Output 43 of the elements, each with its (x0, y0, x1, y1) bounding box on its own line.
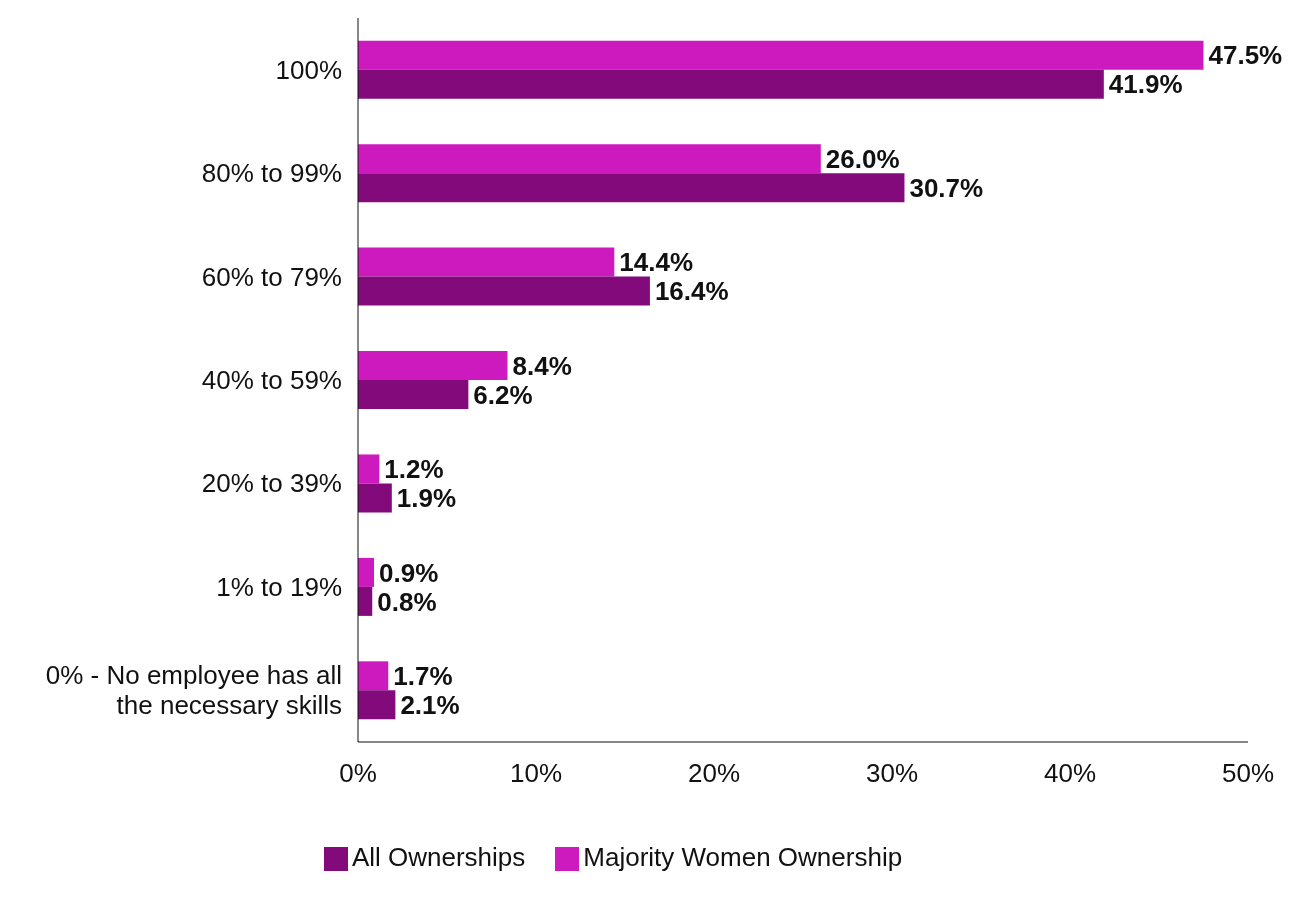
y-tick-label: 80% to 99% (201, 158, 342, 189)
y-tick-label: 60% to 79% (201, 261, 342, 292)
data-label: 16.4% (654, 276, 729, 307)
data-label: 8.4% (512, 350, 572, 381)
bar (358, 40, 1204, 70)
y-tick-label: 100% (275, 54, 342, 85)
y-tick-label: 0% - No employee has all the necessary skills (45, 660, 342, 721)
legend-label: Majority Women Ownership (583, 842, 903, 872)
y-tick-label: 40% to 59% (201, 365, 342, 395)
bar (358, 69, 1104, 99)
bar (358, 586, 373, 616)
data-label: 6.2% (473, 379, 533, 410)
bar (358, 173, 905, 203)
bar (358, 144, 821, 174)
bar (358, 454, 380, 484)
data-label: 41.9% (1108, 69, 1183, 100)
y-tick-label: 20% to 39% (201, 468, 342, 499)
x-tick-label: 40% (1043, 758, 1097, 789)
data-label: 47.5% (1208, 40, 1283, 71)
x-tick-label: 50% (1221, 758, 1275, 789)
x-tick-label: 30% (865, 758, 919, 789)
data-label: 0.8% (377, 586, 437, 617)
data-label: 1.9% (396, 483, 457, 514)
legend-label: All Ownerships (351, 842, 526, 872)
x-tick-label: 0% (339, 758, 377, 789)
bar (358, 483, 392, 513)
data-label: 30.7% (909, 172, 984, 203)
x-tick-label: 10% (509, 758, 563, 789)
data-label: 0.9% (379, 557, 439, 588)
bar (358, 557, 375, 587)
bar (358, 247, 615, 277)
data-label: 26.0% (825, 143, 900, 174)
bar (358, 690, 396, 720)
bar (358, 351, 508, 381)
bar (358, 661, 389, 691)
data-label: 1.7% (393, 661, 453, 692)
x-tick-label: 20% (687, 758, 741, 789)
bar (358, 276, 650, 306)
data-label: 14.4% (619, 247, 694, 278)
bar (358, 380, 469, 410)
data-label: 1.2% (384, 454, 444, 485)
data-label: 2.1% (400, 690, 460, 721)
y-tick-label: 1% to 19% (216, 571, 342, 602)
